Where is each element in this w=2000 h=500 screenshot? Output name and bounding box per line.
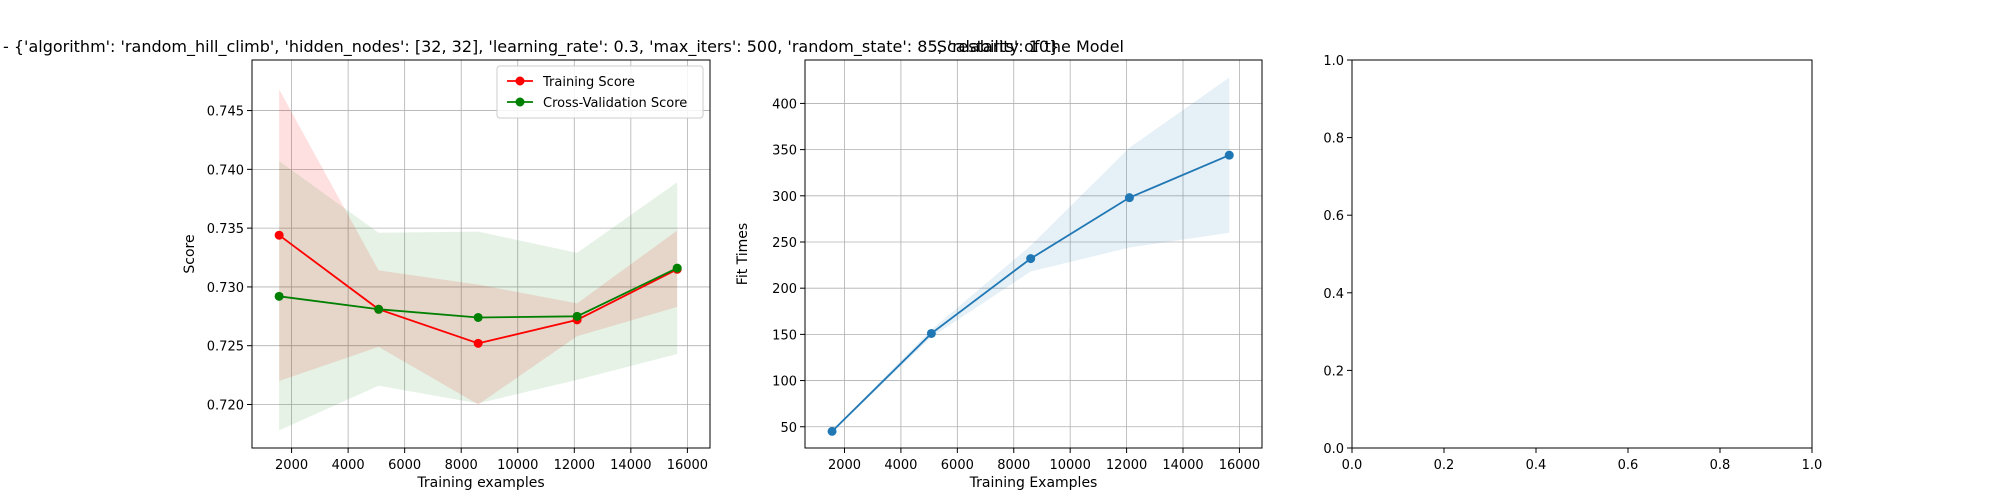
y-axis-label: Score [182,234,198,273]
y-tick-label: 0.730 [207,281,244,296]
y-tick-label: 0.735 [207,222,244,237]
legend-box [496,65,704,119]
y-tick-label: 300 [772,190,797,205]
y-tick-label: 250 [772,236,797,251]
y-tick-label: 0.6 [1323,209,1344,224]
series-1-point [672,263,682,273]
x-axis-label: Training Examples [969,475,1098,491]
panel-scalability: 2000 4000 6000 8000 10000 12000 14000 16000 50 10… [735,59,1263,491]
y-tick-label: 350 [772,144,797,159]
y-tick-label: 0.2 [1323,364,1344,379]
y-tick-label: 0.8 [1323,132,1344,147]
y-tick-label: 0.745 [207,105,244,120]
series-0-point [1026,254,1036,264]
x-tick-label: 6000 [941,458,974,473]
series-1-point [572,311,582,321]
series-0-point [926,328,936,338]
plot-frame [251,59,711,449]
series-1-point [374,304,384,314]
x-tick-label: 14000 [610,458,651,473]
x-tick-label: 2000 [275,458,308,473]
x-tick-label: 16000 [667,458,708,473]
x-tick-label: 0.2 [1434,458,1455,473]
x-tick-label: 2000 [828,458,861,473]
legend-swatch-marker [515,97,525,107]
panel-learning-curve: 2000 4000 6000 8000 10000 12000 14000 16000 0.72… [182,59,711,491]
y-tick-label: 150 [772,328,797,343]
y-tick-label: 0.0 [1323,442,1344,457]
legend-label: Cross-Validation Score [543,96,687,111]
series-0-point [473,338,483,348]
plot-frame [1351,59,1813,449]
figure-title-right: Scalability of the Model [937,37,1124,56]
x-tick-label: 4000 [884,458,917,473]
x-tick-label: 0.6 [1618,458,1639,473]
x-tick-label: 0.8 [1710,458,1731,473]
y-tick-label: 0.4 [1323,287,1344,302]
y-tick-label: 50 [780,421,797,436]
series-0-point [827,426,837,436]
x-tick-label: 12000 [554,458,595,473]
panel-empty: 0.0 0.2 0.4 0.6 0.8 1.0 0.0 0.2 0.4 0.6 0.8 1.0 [1323,54,1822,473]
x-tick-label: 8000 [997,458,1030,473]
x-tick-label: 6000 [388,458,421,473]
legend-swatch-marker [515,76,525,86]
x-tick-label: 12000 [1106,458,1147,473]
x-tick-label: 4000 [332,458,365,473]
plot-frame [804,59,1263,449]
series-0-std-band [279,89,678,405]
x-tick-label: 10000 [1049,458,1090,473]
legend-label: Training Score [542,75,635,90]
y-axis-label: Fit Times [735,223,751,285]
y-tick-label: 0.720 [207,398,244,413]
x-tick-label: 16000 [1219,458,1260,473]
legend: Training Score Cross-Validation Score [496,65,704,119]
y-tick-label: 1.0 [1323,54,1344,69]
y-tick-label: 0.740 [207,163,244,178]
series-0-point [1224,150,1234,160]
x-tick-label: 0.4 [1526,458,1547,473]
x-tick-label: 1.0 [1802,458,1823,473]
y-tick-label: 100 [772,375,797,390]
series-0-point [1124,193,1134,203]
series-1-point [473,312,483,322]
series-1-std-band [279,161,678,431]
x-tick-label: 10000 [497,458,538,473]
figure-title-left: - {'algorithm': 'random_hill_climb', 'hi… [3,37,1059,57]
x-tick-label: 8000 [445,458,478,473]
x-tick-label: 14000 [1162,458,1203,473]
y-tick-label: 200 [772,282,797,297]
x-tick-label: 0.0 [1342,458,1363,473]
y-tick-label: 400 [772,97,797,112]
x-axis-label: Training examples [416,475,544,491]
y-tick-label: 0.725 [207,340,244,355]
series-1-point [274,291,284,301]
series-0-point [274,230,284,240]
